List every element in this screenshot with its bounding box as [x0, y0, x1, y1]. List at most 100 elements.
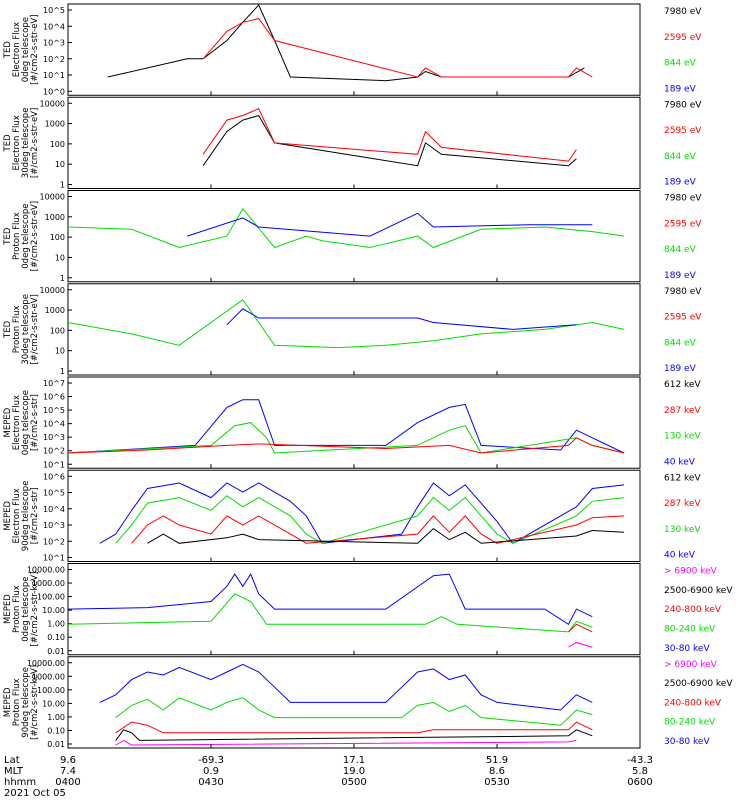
- y-tick-label: 0.10: [47, 726, 65, 735]
- series-line: [67, 298, 625, 349]
- x-row-label-lat: Lat: [4, 755, 20, 766]
- y-tick-label: 100: [50, 233, 65, 242]
- legend-channel: 287 keV: [664, 406, 701, 416]
- legend-channel: 30-80 keV: [664, 737, 710, 747]
- x-row-label-mlt: MLT: [4, 766, 24, 777]
- y-axis-label-line: Proton Flux: [12, 678, 22, 726]
- y-axis-label-line: 30deg telescope: [21, 108, 31, 179]
- series-line: [67, 207, 625, 249]
- y-tick-label: 1000.00: [32, 672, 65, 681]
- legend-channel: 844 eV: [664, 338, 697, 348]
- legend-channel: > 6900 keV: [664, 567, 718, 577]
- legend-channel: 287 keV: [664, 499, 701, 509]
- series-line: [67, 573, 593, 626]
- legend-channel: 844 eV: [664, 245, 697, 255]
- panel-3: 10000 1000 100 10 1 TED Proton Flux 0deg telesc…: [3, 190, 702, 283]
- y-tick-label: 10^1: [43, 554, 65, 563]
- y-tick-label: 10000: [40, 99, 65, 108]
- series-line: [67, 593, 593, 633]
- y-tick-label: 0.10: [47, 633, 65, 642]
- y-axis-label-line: [#/cm2-s-str-keV]: [30, 665, 40, 740]
- y-axis-label-line: [#/cm2-s-str]: [30, 394, 40, 451]
- y-tick-label: 1000.00: [32, 579, 65, 588]
- series-line: [131, 515, 625, 544]
- legend-channel: 189 eV: [664, 271, 697, 281]
- y-tick-label: 1000: [45, 213, 65, 222]
- y-axis-label-line: Proton Flux: [12, 585, 22, 633]
- legend-channel: 189 eV: [664, 178, 697, 188]
- y-tick-label: 100: [50, 140, 65, 149]
- y-tick-label: 10^3: [43, 39, 65, 48]
- y-tick-label: 10^1: [43, 460, 65, 469]
- y-tick-label: 10.00: [42, 606, 65, 615]
- y-axis-label-line: Proton Flux: [12, 305, 22, 353]
- series-line: [115, 721, 593, 734]
- y-axis-label-line: [#/cm2-s-str]: [30, 487, 40, 544]
- y-tick-label: 0.01: [47, 647, 65, 656]
- legend-channel: 612 keV: [664, 380, 701, 390]
- x-tick-hhmm: 0530: [484, 777, 509, 788]
- series-line: [202, 108, 577, 162]
- legend-channel: 7980 eV: [664, 287, 702, 297]
- legend-channel: 130 keV: [664, 432, 701, 442]
- series-line: [568, 623, 593, 633]
- y-axis-label-line: Electron Flux: [12, 395, 22, 450]
- x-tick-hhmm: 0600: [627, 777, 652, 788]
- y-tick-label: 10^5: [43, 6, 65, 15]
- y-axis-label-line: TED: [3, 320, 13, 339]
- series-line: [99, 482, 625, 544]
- legend-channel: 189 eV: [664, 84, 697, 94]
- y-axis-label-line: 30deg telescope: [21, 294, 31, 365]
- panel-frame: [67, 376, 641, 469]
- x-tick-hhmm: 0430: [198, 777, 223, 788]
- y-axis-label-line: Electron Flux: [12, 115, 22, 170]
- y-tick-label: 10000: [40, 286, 65, 295]
- y-axis-label-line: 0deg telescope: [21, 577, 31, 642]
- y-tick-label: 10^1: [43, 71, 65, 80]
- legend-channel: 240-800 keV: [664, 605, 722, 615]
- series-line: [115, 495, 625, 544]
- y-axis-label-line: [#/cm2-s-str-eV]: [30, 201, 40, 271]
- y-tick-label: 1.00: [47, 620, 65, 629]
- series-line: [202, 114, 577, 167]
- legend-channel: 30-80 keV: [664, 644, 710, 654]
- y-tick-label: 10.00: [42, 699, 65, 708]
- x-tick-lat: 9.6: [60, 755, 76, 766]
- x-tick-lat: -69.3: [198, 755, 224, 766]
- y-axis-label-line: MEPED: [3, 501, 13, 531]
- legend-channel: 2500-6900 keV: [664, 679, 733, 689]
- legend-channel: 2595 eV: [664, 219, 702, 229]
- legend-channel: 7980 eV: [664, 7, 702, 17]
- legend-channel: > 6900 keV: [664, 660, 718, 670]
- y-axis-label-line: 90deg telescope: [21, 481, 31, 552]
- y-tick-label: 10^7: [43, 379, 65, 388]
- y-axis-label-line: TED: [3, 134, 13, 153]
- panel-2: 10000 1000 100 10 1 TED Electron Flux 30deg tel…: [3, 96, 702, 190]
- y-axis-label-line: 0deg telescope: [21, 204, 31, 269]
- date-label: 2021 Oct 05: [4, 788, 66, 799]
- x-tick-mlt: 19.0: [343, 766, 365, 777]
- y-tick-label: 100.00: [37, 593, 65, 602]
- x-tick-hhmm: 0400: [55, 777, 80, 788]
- y-tick-label: 10^2: [43, 537, 65, 546]
- panel-7: 10000.00 1000.00 100.00 10.00 1.00 0.10 0.01 ME…: [3, 563, 733, 656]
- y-axis-label-line: MEPED: [3, 594, 13, 624]
- y-tick-label: 1000: [45, 120, 65, 129]
- legend-channel: 40 keV: [664, 457, 696, 467]
- y-axis-label-line: [#/cm2-s-str-eV]: [30, 294, 40, 364]
- y-axis-label-line: [#/cm2-s-str-keV]: [30, 572, 40, 647]
- legend-channel: 7980 eV: [664, 100, 702, 110]
- series-line: [226, 308, 577, 330]
- x-tick-mlt: 7.4: [60, 766, 76, 777]
- y-tick-label: 10^6: [43, 393, 65, 402]
- series-line: [187, 212, 593, 237]
- series-line: [202, 18, 593, 78]
- x-tick-lat: -43.3: [627, 755, 653, 766]
- x-row-label-hhmm: hhmm: [4, 777, 36, 788]
- x-tick-lat: 17.1: [343, 755, 365, 766]
- panel-6: 10^6 10^5 10^4 10^3 10^2 10^1 MEPED Electron Fl…: [3, 469, 701, 563]
- x-tick-mlt: 5.8: [632, 766, 648, 777]
- y-axis-label-line: TED: [3, 41, 13, 60]
- y-axis-label-line: 0deg telescope: [21, 390, 31, 455]
